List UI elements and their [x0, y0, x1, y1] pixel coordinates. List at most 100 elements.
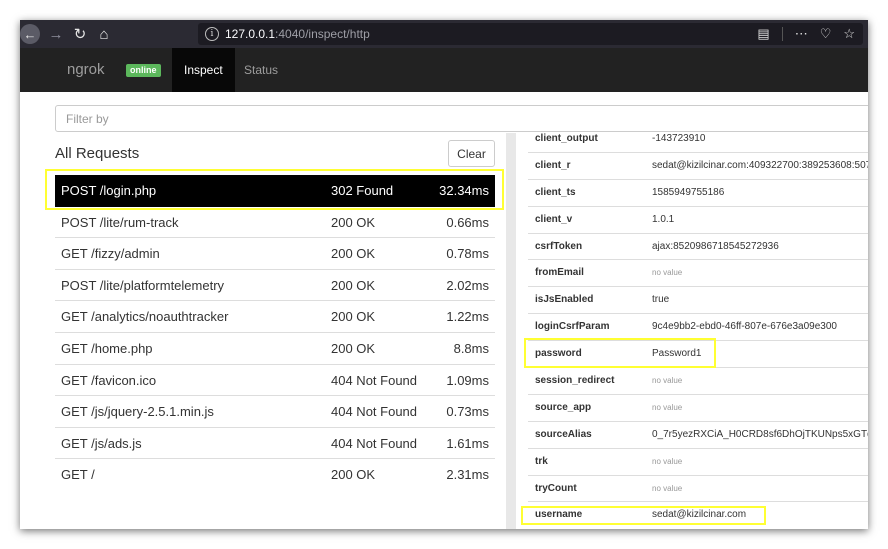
request-path: GET /analytics/noauthtracker [61, 309, 229, 325]
request-status: 404 Not Found [331, 372, 418, 388]
param-row: trk no value [528, 449, 868, 476]
request-status: 404 Not Found [331, 404, 418, 420]
more-icon[interactable]: ⋯ [794, 26, 808, 41]
request-row[interactable]: GET /js/ads.js 404 Not Found 1.61ms [55, 428, 495, 460]
param-key: password [535, 348, 582, 360]
tab-status[interactable]: Status [244, 63, 279, 77]
forward-icon[interactable]: → [48, 25, 64, 43]
param-value: no value [652, 268, 683, 278]
pocket-icon[interactable]: ♡ [819, 26, 832, 41]
request-path: GET /js/ads.js [61, 435, 142, 451]
param-value: -143723910 [652, 133, 706, 144]
request-status: 200 OK [331, 246, 376, 262]
home-icon[interactable]: ⌂ [99, 25, 109, 43]
param-row: sourceAlias 0_7r5yezRXCiA_H0CRD8sf6DhOjTK… [528, 422, 868, 449]
param-row: password Password1 [528, 341, 868, 369]
request-list: POST /login.php 302 Found 32.34ms POST /… [55, 175, 495, 491]
request-status: 200 OK [331, 309, 376, 325]
request-row[interactable]: POST /lite/rum-track 200 OK 0.66ms [55, 207, 495, 239]
request-duration: 0.66ms [446, 214, 489, 230]
request-row[interactable]: GET /js/jquery-2.5.1.min.js 404 Not Foun… [55, 396, 495, 428]
requests-title: All Requests [55, 145, 140, 162]
address-bar[interactable]: i 127.0.0.1:4040/inspect/http ▤ ⋯ ♡ ☆ [198, 23, 863, 45]
request-status: 200 OK [331, 214, 376, 230]
brand-name[interactable]: ngrok [67, 61, 105, 78]
request-duration: 1.61ms [446, 435, 489, 451]
status-badge: online [126, 64, 161, 77]
request-status: 404 Not Found [331, 435, 418, 451]
request-status: 302 Found [331, 183, 394, 198]
param-row: client_ts 1585949755186 [528, 180, 868, 207]
param-key: username [535, 509, 583, 521]
request-row[interactable]: GET / 200 OK 2.31ms [55, 459, 495, 491]
url-path: :4040/inspect/http [275, 27, 370, 41]
param-key: client_output [535, 133, 598, 144]
param-row: client_v 1.0.1 [528, 207, 868, 234]
param-value: sedat@kizilcinar.com [652, 509, 747, 521]
request-path: GET /fizzy/admin [61, 246, 160, 262]
param-key: csrfToken [535, 240, 583, 252]
clear-button[interactable]: Clear [448, 140, 495, 167]
param-row: loginCsrfParam 9c4e9bb2-ebd0-46ff-807e-67… [528, 314, 868, 342]
param-row: username sedat@kizilcinar.com [528, 502, 868, 529]
tab-inspect[interactable]: Inspect [172, 48, 235, 92]
param-value: Password1 [652, 348, 702, 360]
param-value: no value [652, 483, 683, 493]
info-icon[interactable]: i [205, 27, 219, 41]
pane-splitter[interactable] [506, 133, 516, 529]
request-duration: 0.78ms [446, 246, 489, 262]
request-status: 200 OK [331, 277, 376, 293]
param-row: isJsEnabled true [528, 287, 868, 315]
request-duration: 8.8ms [453, 340, 489, 356]
request-path: GET / [61, 467, 95, 483]
request-duration: 1.09ms [446, 372, 489, 388]
param-row: source_app no value [528, 395, 868, 422]
back-icon[interactable]: ← [20, 24, 40, 44]
param-row: tryCount no value [528, 476, 868, 503]
param-value: 9c4e9bb2-ebd0-46ff-807e-676e3a09e300 [652, 321, 837, 333]
param-value: no value [652, 456, 683, 466]
request-row[interactable]: GET /fizzy/admin 200 OK 0.78ms [55, 238, 495, 270]
param-key: tryCount [535, 482, 577, 494]
request-duration: 1.22ms [446, 309, 489, 325]
param-key: isJsEnabled [535, 294, 594, 306]
request-path: GET /favicon.ico [61, 372, 157, 388]
request-path: POST /lite/rum-track [61, 214, 179, 230]
param-key: client_v [535, 213, 573, 225]
request-status: 200 OK [331, 340, 376, 356]
browser-window: ← → ↻ ⌂ i 127.0.0.1:4040/inspect/http ▤ … [20, 20, 868, 529]
param-row: session_redirect no value [528, 368, 868, 395]
param-row: csrfToken ajax:8520986718545272936 [528, 234, 868, 261]
param-value: 0_7r5yezRXCiA_H0CRD8sf6DhOjTKUNps5xGTqe [652, 428, 868, 440]
browser-toolbar: ← → ↻ ⌂ i 127.0.0.1:4040/inspect/http ▤ … [20, 20, 868, 48]
request-path: POST /login.php [61, 183, 157, 198]
param-key: trk [535, 455, 548, 467]
request-duration: 32.34ms [439, 183, 489, 198]
param-value: true [652, 294, 670, 306]
param-row: client_output -143723910 [528, 126, 868, 153]
param-value: no value [652, 376, 683, 386]
param-key: client_ts [535, 186, 576, 198]
request-duration: 0.73ms [446, 404, 489, 420]
reload-icon[interactable]: ↻ [73, 26, 87, 43]
ngrok-navbar: ngrok online Inspect Status [20, 48, 868, 92]
request-row[interactable]: POST /login.php 302 Found 32.34ms [55, 175, 495, 207]
url-separator [781, 27, 783, 41]
request-duration: 2.31ms [446, 467, 489, 483]
param-value: ajax:8520986718545272936 [652, 240, 779, 252]
request-row[interactable]: GET /favicon.ico 404 Not Found 1.09ms [55, 365, 495, 397]
request-row[interactable]: GET /analytics/noauthtracker 200 OK 1.22… [55, 301, 495, 333]
request-row[interactable]: POST /lite/platformtelemetry 200 OK 2.02… [55, 270, 495, 302]
param-value: sedat@kizilcinar.com:409322700:389253608… [652, 159, 868, 171]
request-duration: 2.02ms [446, 277, 489, 293]
request-row[interactable]: GET /home.php 200 OK 8.8ms [55, 333, 495, 365]
url-actions: ▤ ⋯ ♡ ☆ [757, 23, 855, 45]
request-status: 200 OK [331, 467, 376, 483]
param-key: loginCsrfParam [535, 321, 610, 333]
param-value: no value [652, 402, 683, 412]
param-row: client_r sedat@kizilcinar.com:409322700:3… [528, 153, 868, 180]
request-path: GET /js/jquery-2.5.1.min.js [61, 404, 214, 420]
bookmark-star-icon[interactable]: ☆ [843, 26, 855, 41]
filter-input[interactable] [55, 105, 868, 132]
reader-view-icon[interactable]: ▤ [757, 26, 770, 41]
